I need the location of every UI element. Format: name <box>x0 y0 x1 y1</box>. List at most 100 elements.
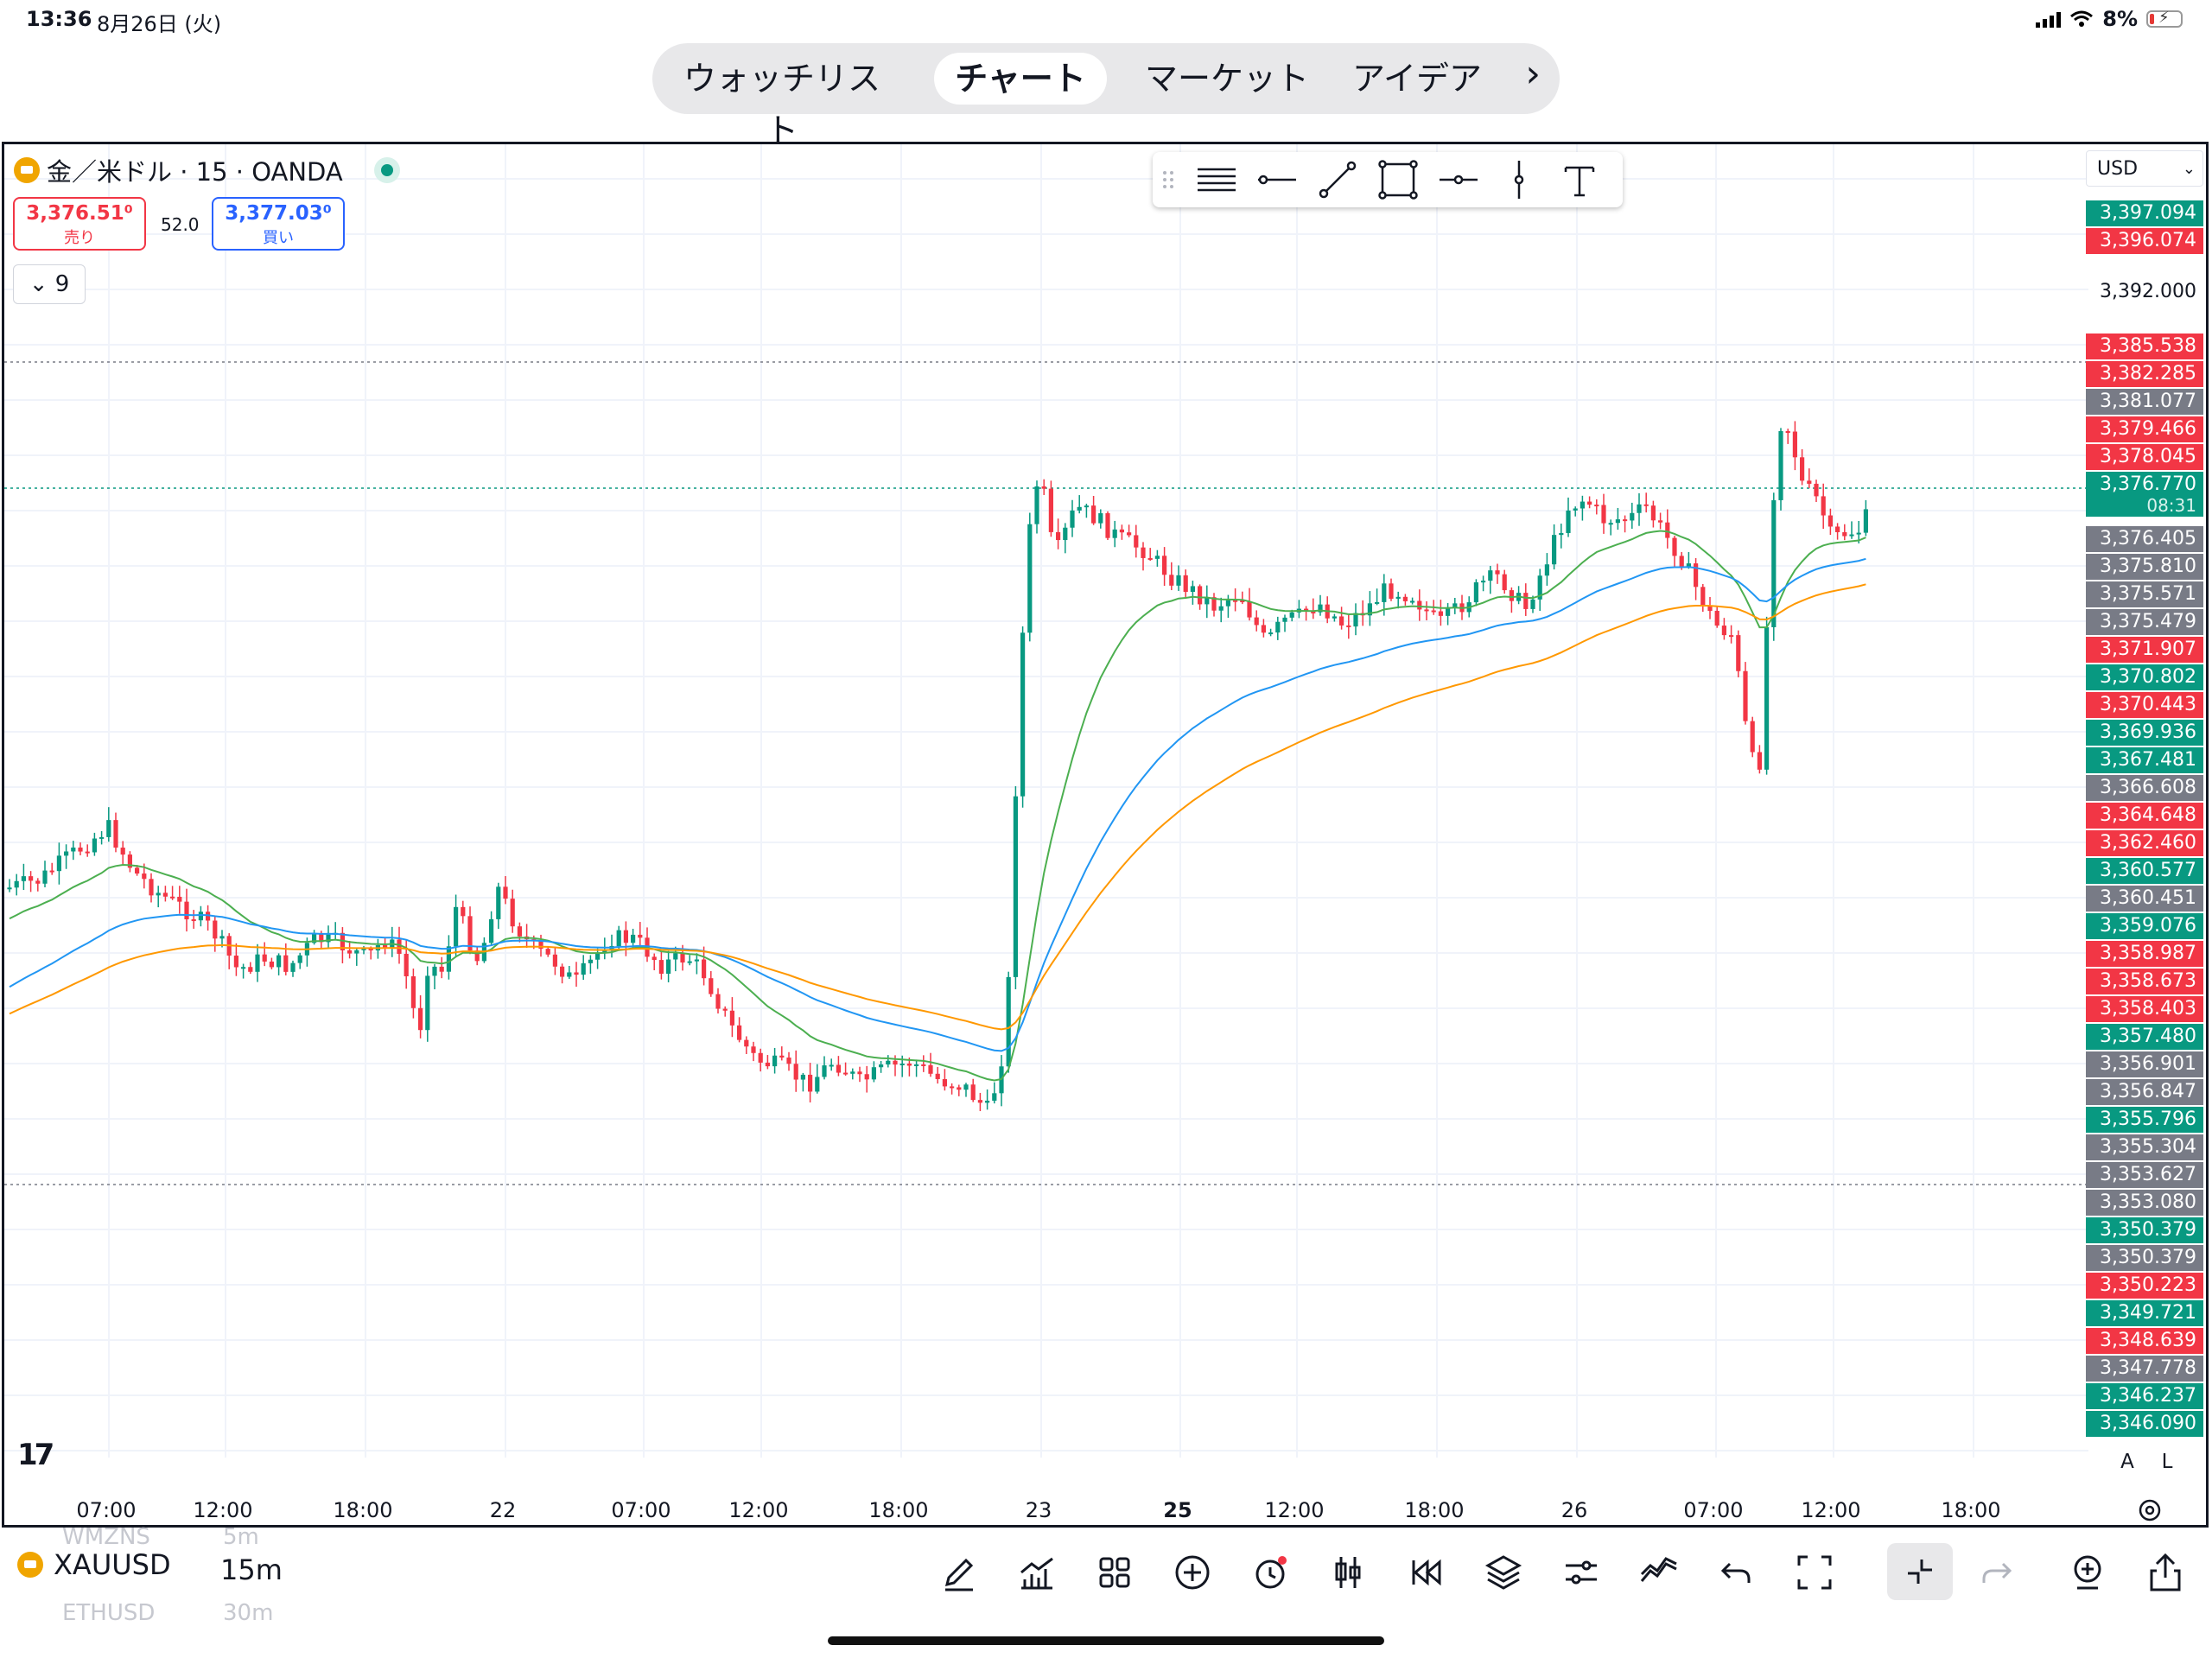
candle-body <box>1105 513 1110 538</box>
auto-scale-button[interactable]: A <box>2112 1446 2143 1477</box>
price-label-text: 3,355.304 <box>2100 1136 2196 1158</box>
candle-body <box>977 1100 982 1103</box>
indicators-toggle[interactable]: ⌄ 9 <box>13 264 86 304</box>
candle-body <box>1637 504 1642 513</box>
candles-icon[interactable] <box>1327 1552 1369 1593</box>
candle-body <box>510 899 515 927</box>
time-label: 12:00 <box>728 1498 789 1522</box>
chart-settings-icon[interactable] <box>2134 1495 2165 1526</box>
candle-body <box>1098 513 1103 524</box>
price-chart[interactable] <box>4 144 2209 1528</box>
symbol-selector[interactable]: XAUUSD <box>17 1548 171 1581</box>
add-layer-icon[interactable] <box>2067 1552 2108 1593</box>
candle-body <box>1233 600 1238 602</box>
candle-body <box>538 941 543 950</box>
price-label: 3,370.443 <box>2086 692 2203 718</box>
timeframe-selector[interactable]: 15m <box>220 1553 283 1586</box>
candle-body <box>1608 523 1613 525</box>
add-circle-icon[interactable] <box>1172 1552 1213 1593</box>
candle-body <box>722 1008 728 1011</box>
tab-market[interactable]: マーケット <box>1144 60 1309 98</box>
candle-body <box>864 1074 869 1080</box>
tab-watchlist[interactable]: ウォッチリスト <box>683 60 880 149</box>
candle-body <box>135 867 140 874</box>
candle-body <box>340 932 345 950</box>
chart-legend[interactable]: 金／米ドル · 15 · OANDA <box>14 152 400 188</box>
price-label-text: 3,375.810 <box>2100 556 2196 577</box>
price-label: 3,362.460 <box>2086 830 2203 856</box>
symbol-name: XAUUSD <box>54 1548 171 1581</box>
chart-frame[interactable] <box>2 142 2209 1528</box>
sell-label: 売り <box>64 229 95 247</box>
status-time: 13:36 <box>26 7 92 31</box>
alert-icon[interactable] <box>1249 1552 1291 1593</box>
price-label: 3,392.000 <box>2086 279 2203 305</box>
share-icon[interactable] <box>2145 1552 2186 1593</box>
currency-select[interactable]: USD ⌄ <box>2086 150 2203 187</box>
redo-icon[interactable] <box>1975 1552 2017 1593</box>
chart-type-icon[interactable] <box>1016 1552 1058 1593</box>
candle-body <box>347 950 353 954</box>
candle-body <box>1488 570 1493 581</box>
candle-body <box>942 1078 947 1087</box>
pencil-icon[interactable] <box>938 1552 980 1593</box>
candle-body <box>206 912 211 921</box>
price-label: 3,378.045 <box>2086 444 2203 470</box>
candle-body <box>1424 609 1429 612</box>
tab-ideas[interactable]: アイデア <box>1351 60 1483 98</box>
horizontal-line-icon[interactable] <box>1438 159 1479 200</box>
vertical-line-icon[interactable] <box>1498 159 1540 200</box>
candle-body <box>326 932 331 943</box>
time-label: 07:00 <box>1683 1498 1744 1522</box>
price-label: 3,358.403 <box>2086 996 2203 1022</box>
price-label: 3,346.237 <box>2086 1383 2203 1409</box>
candle-body <box>1254 617 1259 626</box>
candle-body <box>850 1071 855 1074</box>
price-label-text: 3,381.077 <box>2100 391 2196 412</box>
fullscreen-icon[interactable] <box>1794 1552 1835 1593</box>
candle-body <box>29 876 34 881</box>
candle-body <box>1318 604 1323 613</box>
collapse-button[interactable] <box>1887 1543 1953 1600</box>
tab-chart[interactable]: チャート <box>934 53 1107 105</box>
time-label: 25 <box>1163 1498 1192 1522</box>
tradingview-logo-icon[interactable]: 17 <box>17 1438 54 1472</box>
buy-price: 3,377.03⁰ <box>225 202 332 225</box>
horizontal-ray-icon[interactable] <box>1256 159 1298 200</box>
candle-body <box>829 1064 834 1067</box>
candle-body <box>715 994 721 1009</box>
price-label-text: 3,370.443 <box>2100 694 2196 715</box>
grid-icon[interactable] <box>1094 1552 1135 1593</box>
trend-line-icon[interactable] <box>1317 159 1358 200</box>
undo-icon[interactable] <box>1716 1552 1758 1593</box>
log-scale-button[interactable]: L <box>2152 1446 2183 1477</box>
layers-icon[interactable] <box>1483 1552 1524 1593</box>
price-label-text: 3,362.460 <box>2100 832 2196 854</box>
candle-body <box>1658 520 1663 523</box>
time-label: 18:00 <box>868 1498 929 1522</box>
sell-button[interactable]: 3,376.51⁰ 売り <box>13 197 146 251</box>
candle-body <box>1438 611 1443 616</box>
replay-icon[interactable] <box>1405 1552 1446 1593</box>
candle-body <box>213 920 218 939</box>
candle-body <box>64 851 69 856</box>
candle-body <box>1800 457 1805 481</box>
text-tool-icon[interactable] <box>1559 159 1600 200</box>
candle-body <box>970 1084 976 1101</box>
indicators-icon[interactable] <box>1638 1552 1680 1593</box>
candle-body <box>410 976 416 1008</box>
candle-body <box>1119 529 1124 533</box>
candle-body <box>56 855 61 872</box>
fib-lines-icon[interactable] <box>1196 159 1237 200</box>
drag-handle-icon[interactable] <box>1158 159 1179 200</box>
price-label-text: 3,370.802 <box>2100 666 2196 688</box>
candle-body <box>950 1086 955 1089</box>
settings-sliders-icon[interactable] <box>1560 1552 1602 1593</box>
rectangle-icon[interactable] <box>1377 159 1419 200</box>
candle-body <box>836 1064 841 1073</box>
buy-button[interactable]: 3,377.03⁰ 買い <box>212 197 345 251</box>
chevron-right-icon[interactable]: › <box>1525 52 1541 96</box>
ghost-tf-next: 30m <box>223 1600 274 1626</box>
candle-body <box>1353 613 1358 627</box>
price-label: 3,369.936 <box>2086 720 2203 746</box>
